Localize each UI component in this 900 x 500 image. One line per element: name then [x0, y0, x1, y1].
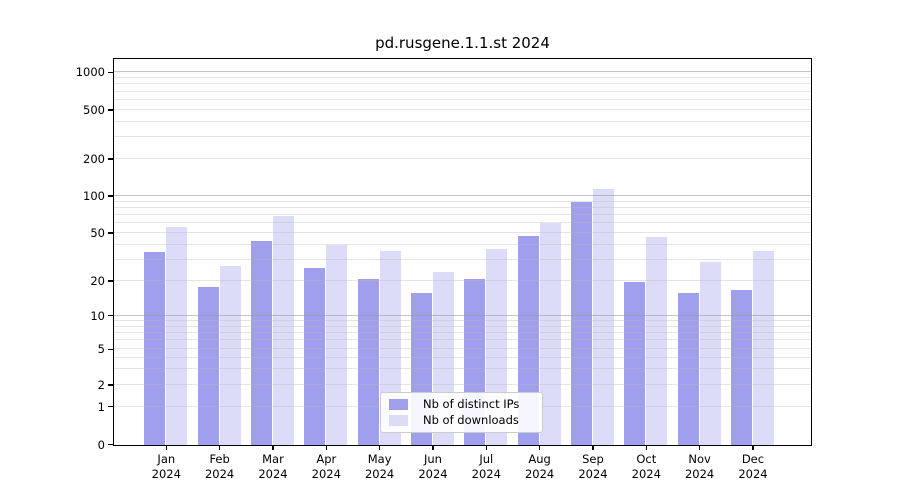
x-tick-label-dec: Dec 2024 [738, 452, 768, 481]
x-tick-mark-nov [699, 444, 701, 450]
x-tick-label-feb: Feb 2024 [204, 452, 235, 481]
y-tick-label-500: 500 [83, 103, 105, 117]
y-tick-mark-50 [108, 232, 113, 234]
bar-oct-distinct-ips [624, 281, 646, 445]
y-tick-label-200: 200 [83, 152, 105, 166]
y-tick-mark-1000 [108, 71, 113, 73]
x-tick-mark-may [379, 444, 381, 450]
bar-dec-downloads [752, 250, 774, 445]
x-tick-mark-dec [752, 444, 754, 450]
chart-title: pd.rusgene.1.1.st 2024 [375, 34, 550, 52]
x-tick-label-sep: Sep 2024 [578, 452, 608, 481]
bar-apr-distinct-ips [304, 267, 326, 445]
bar-jan-downloads [166, 226, 188, 445]
y-tick-label-1: 1 [97, 399, 105, 414]
x-tick-mark-oct [645, 444, 647, 450]
bar-sep-distinct-ips [570, 201, 592, 445]
x-tick-label-jan: Jan 2024 [151, 452, 181, 481]
x-tick-label-jun: Jun 2024 [418, 452, 448, 481]
x-tick-label-oct: Oct 2024 [631, 452, 661, 481]
y-tick-label-100: 100 [83, 189, 105, 203]
bar-feb-downloads [219, 265, 241, 445]
bar-apr-downloads [326, 245, 348, 445]
x-tick-label-mar: Mar 2024 [258, 452, 288, 481]
y-tick-mark-10 [108, 315, 113, 317]
x-tick-mark-mar [272, 444, 274, 450]
x-tick-mark-apr [325, 444, 327, 450]
x-tick-label-nov: Nov 2024 [684, 452, 715, 481]
bar-oct-downloads [646, 236, 668, 445]
y-tick-mark-5 [108, 348, 113, 350]
x-tick-label-may: May 2024 [364, 452, 395, 481]
y-tick-mark-0 [108, 443, 113, 446]
y-tick-label-5: 5 [97, 342, 105, 357]
bar-jan-distinct-ips [144, 252, 166, 445]
y-tick-mark-2 [108, 384, 113, 386]
x-tick-mark-feb [219, 444, 221, 450]
bar-feb-distinct-ips [197, 286, 219, 445]
y-tick-mark-500 [108, 109, 113, 111]
y-tick-label-10: 10 [90, 308, 105, 323]
legend-item-distinct-ips: Nb of distinct IPs [387, 398, 536, 411]
bars-layer [114, 59, 811, 445]
bar-dec-distinct-ips [730, 289, 752, 445]
y-tick-label-1000: 1000 [75, 65, 105, 80]
x-tick-mark-aug [539, 444, 541, 450]
bar-sep-downloads [592, 189, 614, 445]
bar-mar-downloads [272, 215, 294, 445]
bar-aug-downloads [539, 222, 561, 445]
x-tick-mark-jan [165, 444, 167, 450]
x-tick-label-jul: Jul 2024 [471, 452, 501, 481]
bar-may-distinct-ips [357, 278, 379, 445]
bar-nov-distinct-ips [677, 292, 699, 445]
y-tick-mark-100 [108, 195, 113, 197]
bar-mar-distinct-ips [250, 241, 272, 445]
legend-label-distinct-ips: Nb of distinct IPs [423, 397, 520, 411]
x-tick-mark-jun [432, 444, 434, 450]
plot-area [113, 58, 812, 446]
x-tick-label-apr: Apr 2024 [311, 452, 341, 481]
legend-item-downloads: Nb of downloads [387, 414, 536, 427]
y-tick-label-50: 50 [90, 226, 105, 240]
y-tick-mark-200 [108, 158, 113, 160]
legend-swatch-downloads [389, 415, 408, 426]
y-tick-label-0: 0 [97, 437, 105, 452]
legend-label-downloads: Nb of downloads [423, 413, 519, 427]
legend-swatch-distinct-ips [389, 399, 408, 410]
bar-nov-downloads [699, 262, 721, 445]
y-tick-mark-1 [108, 406, 113, 408]
x-tick-mark-sep [592, 444, 594, 450]
x-tick-label-aug: Aug 2024 [524, 452, 555, 481]
legend: Nb of distinct IPs Nb of downloads [380, 392, 543, 433]
y-tick-mark-20 [108, 280, 113, 282]
y-tick-label-20: 20 [90, 274, 105, 288]
y-tick-label-2: 2 [97, 378, 105, 392]
x-tick-mark-jul [485, 444, 487, 450]
